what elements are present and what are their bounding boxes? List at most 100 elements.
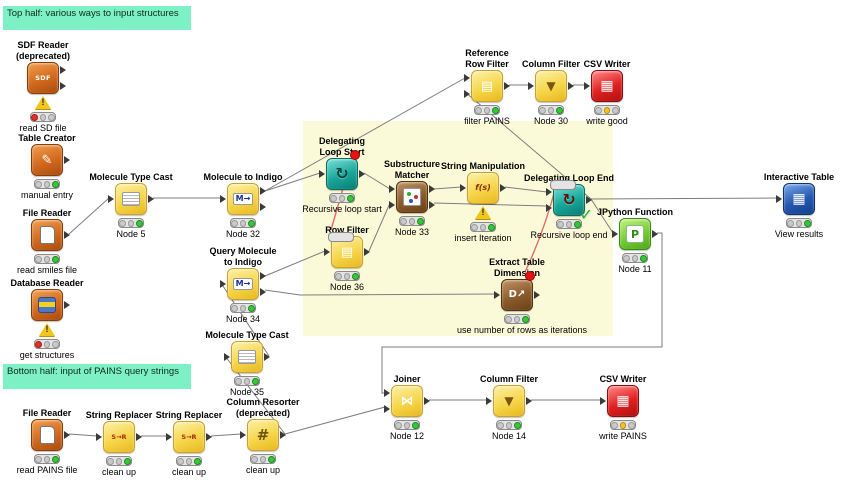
bottom-banner[interactable]: Bottom half: input of PAINS query string… [3,364,191,389]
connection[interactable] [381,232,663,394]
output-port[interactable] [424,397,430,405]
input-port[interactable] [460,184,466,192]
input-port[interactable] [546,188,552,196]
node-column-resorter[interactable]: Column Resorter (deprecated) # clean up [226,397,300,475]
flow-variable-port[interactable] [350,150,360,160]
output-port[interactable] [64,301,70,309]
node-string-replacer-2[interactable]: String Replacer S→R clean up [155,409,223,477]
output-port[interactable] [260,272,266,280]
output-port[interactable] [136,433,142,441]
node-csv-writer-pains[interactable]: CSV Writer ▦ write PAINS [599,373,647,441]
connection[interactable] [590,198,614,234]
output-port[interactable] [568,82,574,90]
node-query-molecule-to-indigo[interactable]: Query Molecule to Indigo M→ Node 34 [209,246,277,324]
connection[interactable] [284,406,386,435]
output-port[interactable] [206,433,212,441]
connection[interactable] [264,250,326,277]
output-port[interactable] [500,184,506,192]
output-port[interactable] [260,203,266,211]
node-joiner[interactable]: Joiner ⋈ Node 12 [347,374,467,441]
connection[interactable] [68,433,98,437]
output-port[interactable] [429,185,435,193]
input-port[interactable] [96,433,102,441]
node-row-filter[interactable]: Row Filter ▤ Node 36 [324,224,370,292]
node-file-reader[interactable]: File Reader read smiles file [16,207,78,275]
output-port[interactable] [526,397,532,405]
node-column-filter-30[interactable]: Column Filter ▼ Node 30 [522,58,580,126]
top-banner[interactable]: Top half: various ways to input structur… [3,6,191,30]
input-port[interactable] [220,280,226,288]
input-port[interactable] [600,397,606,405]
node-string-replacer-1[interactable]: String Replacer S→R clean up [85,409,153,477]
node-sdf-reader[interactable]: SDF Reader (deprecated) SDF ! read SD fi… [15,40,70,133]
output-port[interactable] [64,431,70,439]
input-port[interactable] [584,82,590,90]
node-database-reader[interactable]: Database Reader ! get structures [10,277,84,360]
connection[interactable] [433,186,462,190]
connection[interactable] [264,77,466,192]
input-port[interactable] [494,291,500,299]
connection[interactable] [264,289,496,296]
node-column-filter-14[interactable]: Column Filter ▼ Node 14 [480,373,538,441]
flow-variable-port[interactable] [328,232,354,242]
input-port[interactable] [224,353,230,361]
input-port[interactable] [528,82,534,90]
output-port[interactable] [429,201,435,209]
connection[interactable] [363,172,391,190]
input-port[interactable] [464,74,470,82]
input-port[interactable] [384,389,390,397]
connection[interactable] [264,172,321,192]
input-port[interactable] [776,195,782,203]
node-extract-table-dimension[interactable]: Extract Table Dimension D↗ use number of… [457,257,588,335]
input-port[interactable] [384,405,390,413]
node-string-manipulation[interactable]: String Manipulation f(s) ! insert Iterat… [441,160,525,243]
node-molecule-to-indigo[interactable]: Molecule to Indigo M→ Node 32 [203,171,283,239]
output-port[interactable] [586,196,592,204]
output-port[interactable] [652,230,658,238]
node-delegating-loop-start[interactable]: Delegating Loop Start ↻ Recursive loop s… [302,136,382,214]
connection[interactable] [210,433,242,437]
output-port[interactable] [64,231,70,239]
input-port[interactable] [612,230,618,238]
output-port[interactable] [280,431,286,439]
input-port[interactable] [240,431,246,439]
connection[interactable] [590,197,778,200]
input-port[interactable] [389,185,395,193]
output-port[interactable] [60,66,66,74]
connection[interactable] [368,202,391,252]
input-port[interactable] [319,170,325,178]
input-port[interactable] [464,90,470,98]
node-interactive-table[interactable]: Interactive Table ▦ View results [763,171,835,239]
input-port[interactable] [546,204,552,212]
flow-variable-port[interactable] [550,180,576,190]
output-port[interactable] [64,156,70,164]
input-port[interactable] [486,397,492,405]
input-port[interactable] [166,433,172,441]
output-port[interactable] [260,288,266,296]
flow-variable-port[interactable] [525,271,535,281]
node-delegating-loop-end[interactable]: Delegating Loop End ↻ ✓ Recursive loop e… [524,172,614,240]
input-port[interactable] [389,201,395,209]
input-port[interactable] [108,195,114,203]
node-jpython-function[interactable]: JPython Function P Node 11 [597,206,673,274]
output-port[interactable] [260,187,266,195]
node-file-reader-pains[interactable]: File Reader read PAINS file [16,407,78,475]
node-csv-writer-good[interactable]: CSV Writer ▦ write good [583,58,631,126]
output-port[interactable] [359,170,365,178]
node-substructure-matcher[interactable]: Substructure Matcher Node 33 [383,159,440,237]
input-port[interactable] [220,195,226,203]
output-port[interactable] [534,291,540,299]
connection[interactable] [68,197,110,235]
node-molecule-type-cast-35[interactable]: Molecule Type Cast Node 35 [205,329,289,397]
output-port[interactable] [148,195,154,203]
node-table-creator[interactable]: Table Creator ✎ manual entry [18,132,76,200]
output-port[interactable] [364,248,370,256]
connection[interactable] [504,186,548,193]
node-reference-row-filter[interactable]: Reference Row Filter ▤ filter PAINS [464,48,510,126]
node-molecule-type-cast-5[interactable]: Molecule Type Cast Node 5 [89,171,173,239]
output-port[interactable] [504,82,510,90]
connection[interactable] [433,202,548,207]
output-port[interactable] [60,82,66,90]
output-port[interactable] [264,353,270,361]
input-port[interactable] [324,248,330,256]
